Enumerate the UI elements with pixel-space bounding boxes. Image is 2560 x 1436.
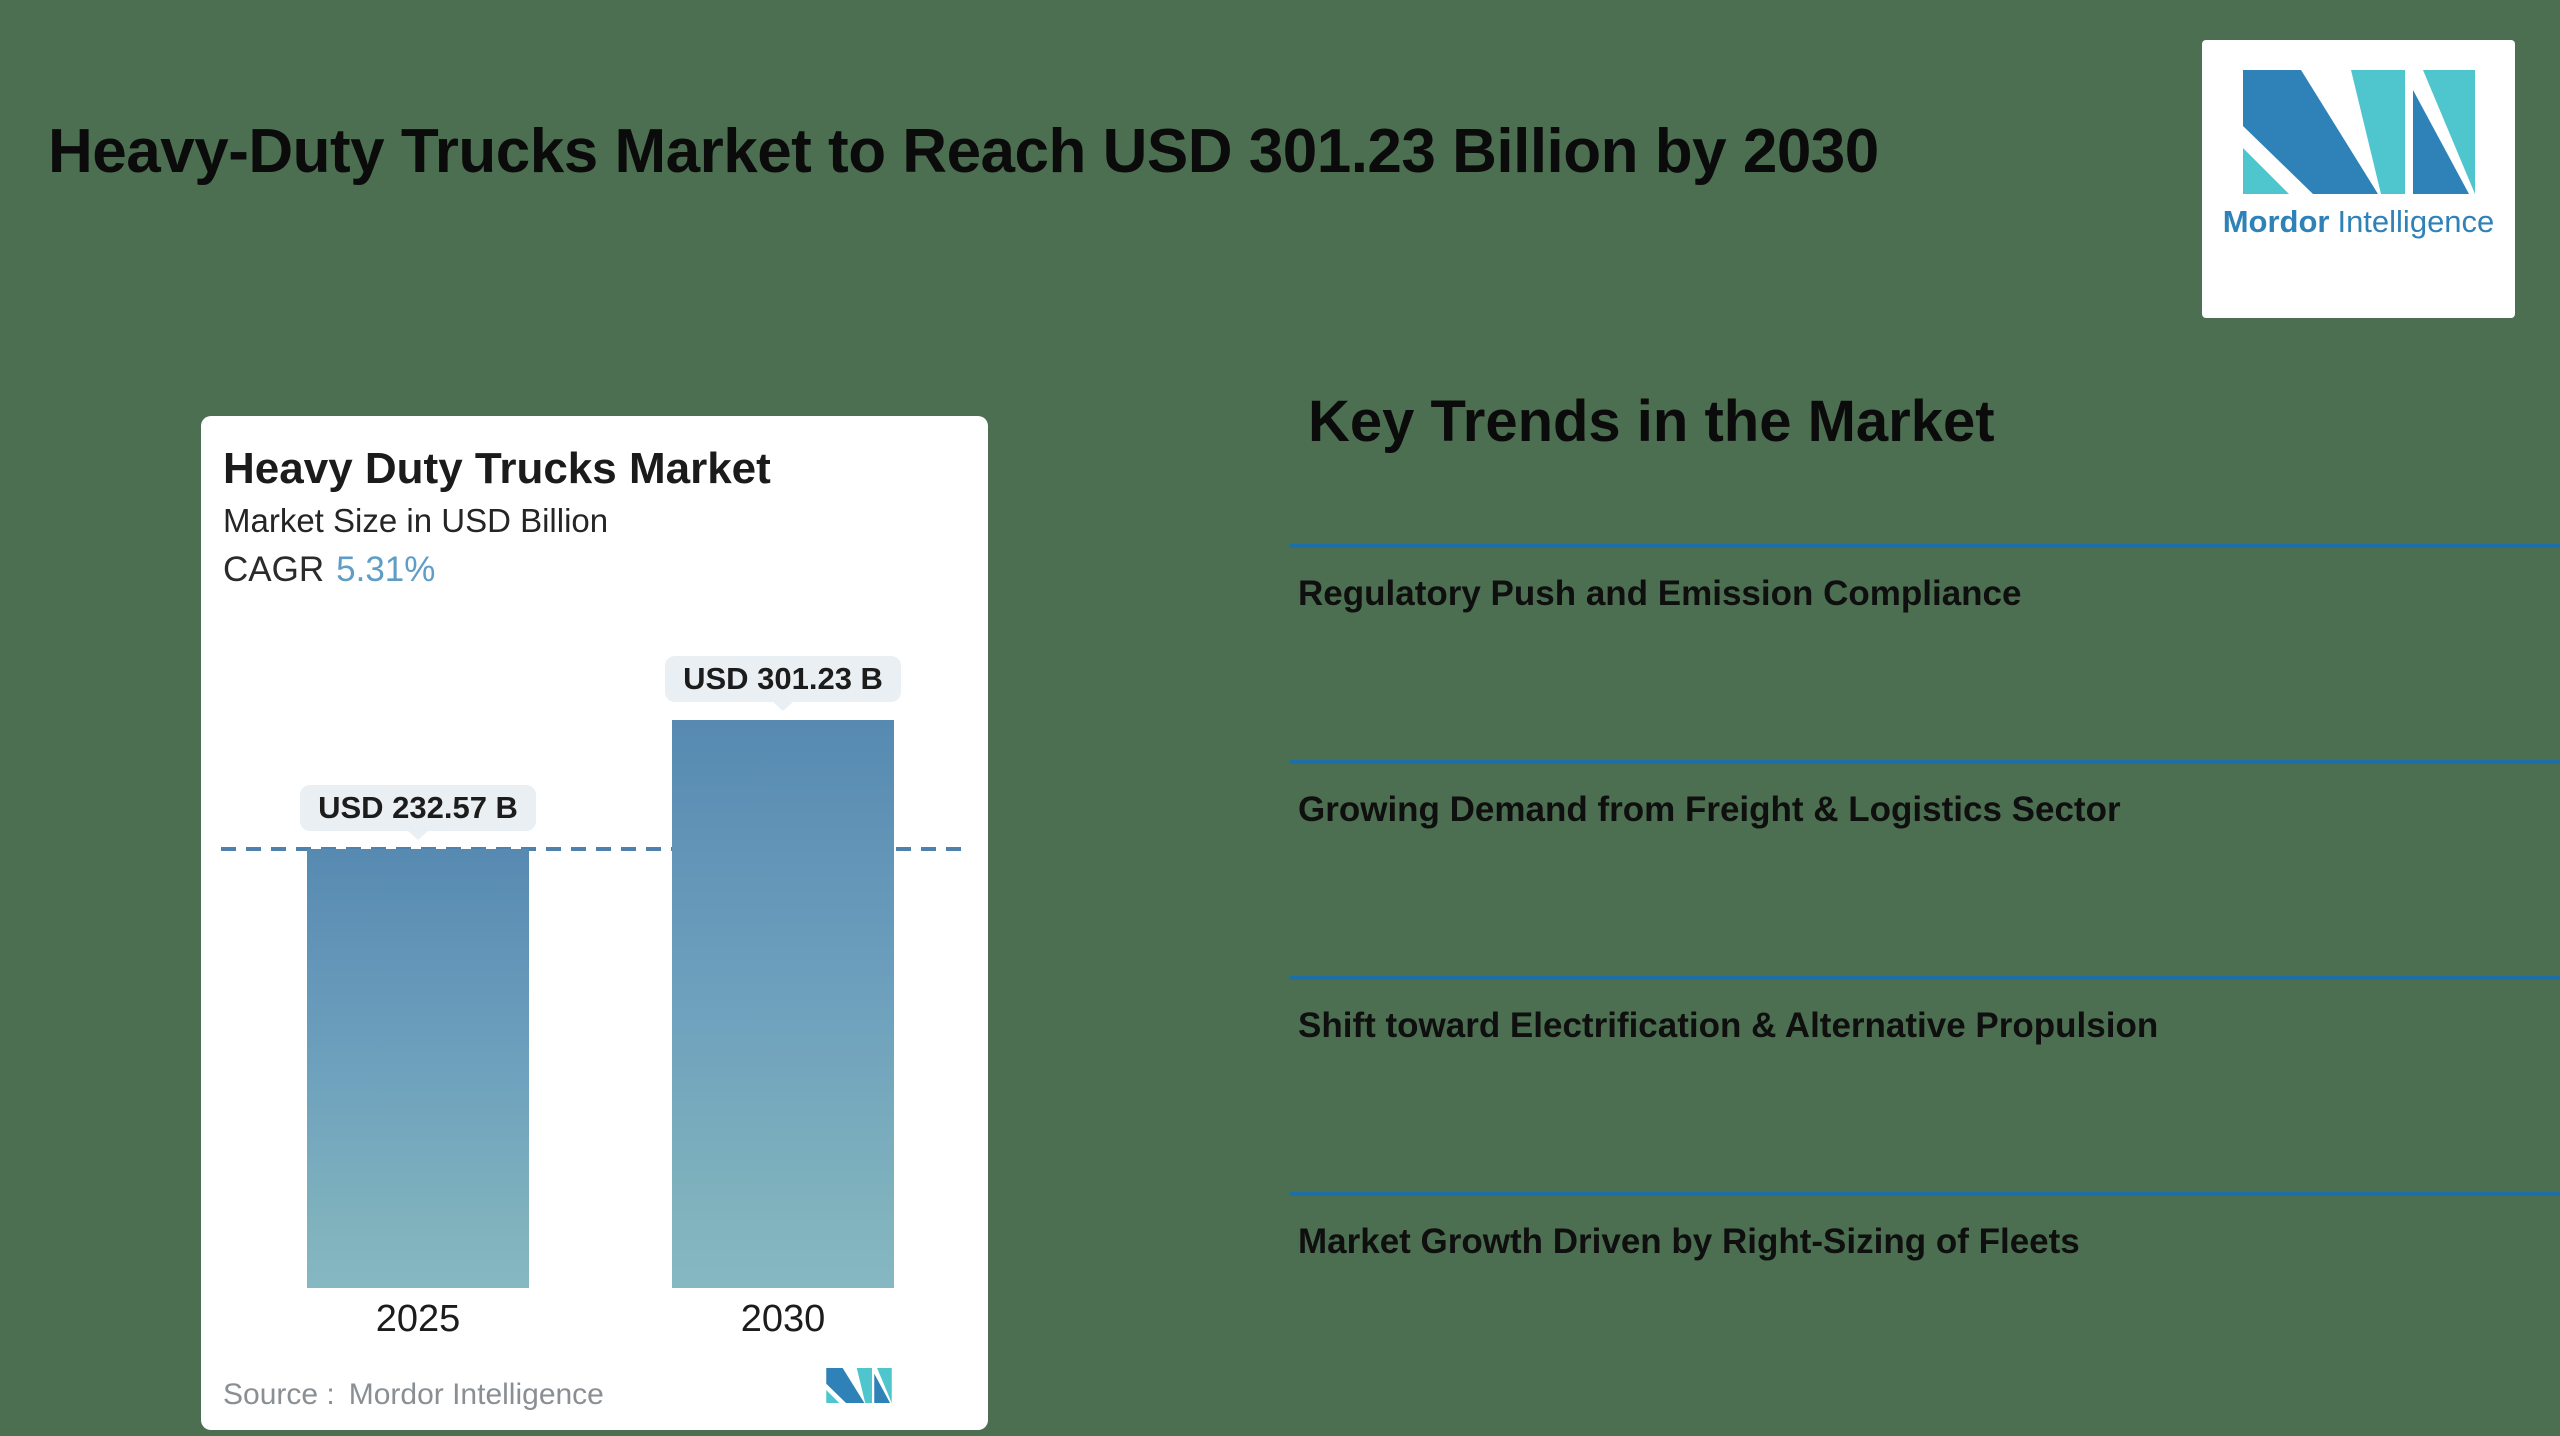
bar-2030 — [672, 720, 894, 1288]
bar-value-callout-2025: USD 232.57 B — [300, 785, 536, 831]
page-title: Heavy-Duty Trucks Market to Reach USD 30… — [48, 117, 1879, 186]
bar-value-label-2030: USD 301.23 B — [683, 661, 883, 696]
chart-subtitle: Market Size in USD Billion — [223, 502, 609, 539]
chart-title: Heavy Duty Trucks Market — [223, 444, 771, 493]
market-chart-card: Heavy Duty Trucks Market Market Size in … — [201, 416, 988, 1430]
brand-logo-card: Mordor Intelligence — [2202, 40, 2515, 318]
bar-2025 — [307, 849, 529, 1288]
trend-label-3: Shift toward Electrification & Alternati… — [1298, 1006, 2159, 1045]
source-label: Source : — [223, 1378, 335, 1411]
brand-word-mordor: Mordor — [2222, 204, 2330, 239]
reference-dashed-line — [221, 847, 970, 851]
bar-group-2025: USD 232.57 B — [300, 785, 536, 1288]
brand-word-intelligence: Intelligence — [2337, 204, 2495, 239]
brand-wordmark: Mordor Intelligence — [2223, 204, 2495, 240]
trends-heading: Key Trends in the Market — [1308, 389, 1995, 454]
trend-row-2: Growing Demand from Freight & Logistics … — [1290, 760, 2560, 976]
cagr-value: 5.31% — [336, 550, 436, 589]
bar-value-label-2025: USD 232.57 B — [318, 790, 518, 825]
card-brand-mark — [826, 1368, 892, 1408]
bar-group-2030: USD 301.23 B — [665, 656, 901, 1288]
trend-row-3: Shift toward Electrification & Alternati… — [1290, 976, 2560, 1192]
source-value: Mordor Intelligence — [348, 1378, 604, 1411]
cagr-label: CAGR — [223, 550, 325, 589]
bar-value-callout-2030: USD 301.23 B — [665, 656, 901, 702]
trend-label-4: Market Growth Driven by Right-Sizing of … — [1298, 1222, 2080, 1261]
mordor-logo-mini-icon — [826, 1368, 892, 1403]
cagr-row: CAGR 5.31% — [223, 550, 435, 590]
trend-label-1: Regulatory Push and Emission Compliance — [1298, 574, 2022, 613]
trend-row-1: Regulatory Push and Emission Compliance — [1290, 544, 2560, 760]
source-row: Source : Mordor Intelligence — [223, 1378, 604, 1412]
mordor-logo-icon — [2242, 70, 2475, 194]
axis-label-2030: 2030 — [740, 1298, 826, 1340]
trend-label-2: Growing Demand from Freight & Logistics … — [1298, 790, 2121, 829]
trend-list: Regulatory Push and Emission Compliance … — [1290, 544, 2560, 1262]
trend-row-4: Market Growth Driven by Right-Sizing of … — [1290, 1192, 2560, 1262]
axis-label-2025: 2025 — [375, 1298, 461, 1340]
